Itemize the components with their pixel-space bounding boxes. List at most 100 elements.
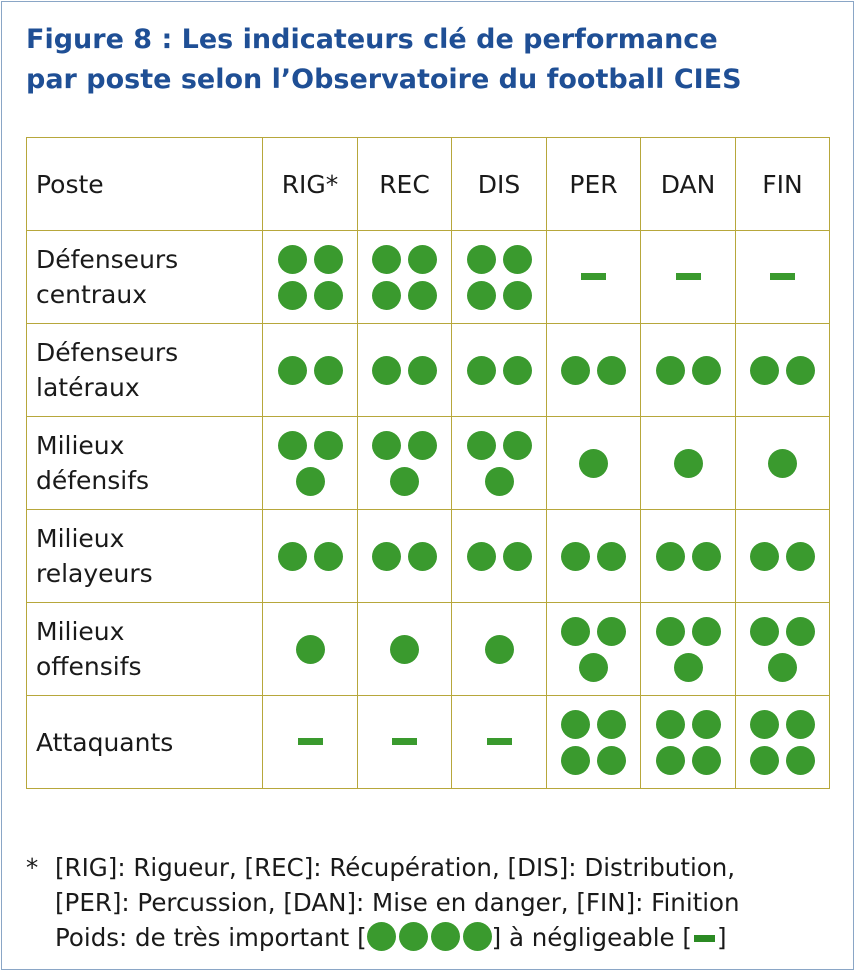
rating-dot-icon	[597, 541, 626, 571]
rating-cell-fin	[735, 602, 830, 696]
poste-label-line2: relayeurs	[36, 559, 153, 588]
rating-dot-icon	[768, 652, 797, 682]
table-row: Milieux relayeurs	[26, 509, 830, 603]
rating-dots	[277, 355, 343, 385]
rating-cell-dan	[640, 602, 736, 696]
rating-cell-dis	[451, 602, 547, 696]
rating-dot-icon	[466, 541, 496, 571]
rating-dot-icon	[691, 355, 721, 385]
figure-title-line1: Figure 8 : Les indicateurs clé de perfor…	[26, 24, 718, 55]
rating-cell-rec	[357, 602, 452, 696]
rating-dots	[655, 355, 721, 385]
rating-cell-fin	[735, 509, 830, 603]
table-row: Défenseurs centraux	[26, 230, 830, 324]
figure-title: Figure 8 : Les indicateurs clé de perfor…	[26, 20, 836, 100]
poste-label-line2: défensifs	[36, 466, 150, 495]
rating-cell-per	[546, 230, 641, 324]
rating-dots	[277, 541, 343, 571]
table-row: Milieux défensifs	[26, 416, 830, 510]
rating-dot-icon	[408, 280, 437, 310]
rating-cell-dan	[640, 416, 736, 510]
rating-dot-icon	[691, 745, 721, 775]
footnote: * [RIG]: Rigueur, [REC]: Récupération, […	[26, 850, 826, 955]
rating-dot-icon	[768, 448, 797, 478]
rating-dot-icon	[277, 430, 307, 460]
rating-dot-icon	[691, 616, 721, 646]
footnote-line2: [PER]: Percussion, [DAN]: Mise en danger…	[55, 888, 740, 917]
rating-dot-icon	[561, 616, 590, 646]
rating-dot-icon	[750, 745, 779, 775]
negligible-dash-icon	[297, 738, 323, 746]
rating-dot-icon	[277, 355, 307, 385]
rating-dot-icon	[372, 280, 401, 310]
legend-suffix: ]	[716, 923, 727, 952]
poste-label-line1: Milieux	[36, 524, 125, 553]
rating-dots	[466, 355, 532, 385]
rating-dot-icon	[691, 541, 721, 571]
rating-cell-per	[546, 509, 641, 603]
rating-dots	[372, 541, 438, 571]
rating-cell-rig	[262, 230, 358, 324]
rating-dot-icon	[561, 709, 590, 739]
rating-dot-icon	[390, 466, 419, 496]
rating-dot-icon	[786, 709, 815, 739]
rating-dot-icon	[502, 430, 532, 460]
rating-cell-dis	[451, 323, 547, 417]
rating-dot-icon	[372, 244, 401, 274]
poste-cell: Milieux relayeurs	[26, 509, 263, 603]
rating-dot-icon	[408, 430, 437, 460]
table-row: Milieux offensifs	[26, 602, 830, 696]
rating-dot-icon	[502, 355, 532, 385]
rating-dot-icon	[786, 541, 815, 571]
rating-dots	[484, 634, 514, 664]
rating-dots	[655, 616, 721, 682]
rating-cell-rec	[357, 695, 452, 789]
rating-cell-dis	[451, 695, 547, 789]
rating-dot-icon	[372, 430, 401, 460]
rating-dots	[372, 244, 438, 310]
rating-cell-dis	[451, 416, 547, 510]
negligible-dash-icon	[581, 273, 606, 281]
rating-dot-icon	[561, 745, 590, 775]
poste-cell: Défenseurs centraux	[26, 230, 263, 324]
header-dan: DAN	[640, 137, 736, 231]
rating-dots	[750, 355, 816, 385]
rating-dot-icon	[750, 616, 779, 646]
rating-dot-icon	[597, 355, 626, 385]
rating-dot-icon	[673, 448, 703, 478]
negligible-dash-icon	[392, 738, 417, 746]
rating-dots	[390, 634, 419, 664]
rating-dot-icon	[502, 541, 532, 571]
rating-cell-fin	[735, 230, 830, 324]
rating-cell-dan	[640, 695, 736, 789]
rating-dots	[750, 541, 816, 571]
rating-dot-icon	[372, 541, 401, 571]
rating-cell-rec	[357, 323, 452, 417]
rating-dots	[466, 541, 532, 571]
rating-dot-icon	[466, 244, 496, 274]
header-rig: RIG*	[262, 137, 358, 231]
poste-label-line1: Milieux	[36, 617, 125, 646]
header-per: PER	[546, 137, 641, 231]
rating-dots	[768, 448, 797, 478]
rating-dot-icon	[466, 355, 496, 385]
poste-cell: Défenseurs latéraux	[26, 323, 263, 417]
rating-dot-icon	[466, 280, 496, 310]
rating-dots	[277, 244, 343, 310]
rating-dot-icon	[750, 709, 779, 739]
rating-dot-icon	[466, 430, 496, 460]
rating-dot-icon	[655, 541, 685, 571]
poste-cell: Attaquants	[26, 695, 263, 789]
rating-dot-icon	[372, 355, 401, 385]
rating-cell-rig	[262, 602, 358, 696]
rating-dot-icon	[295, 634, 325, 664]
rating-dots	[579, 448, 608, 478]
rating-dots	[561, 541, 627, 571]
rating-dots	[372, 355, 438, 385]
rating-dot-icon	[484, 634, 514, 664]
rating-dot-icon	[655, 355, 685, 385]
poste-label-line2: latéraux	[36, 373, 140, 402]
negligible-dash-icon	[486, 738, 512, 746]
rating-dot-icon	[313, 244, 343, 274]
rating-dot-icon	[277, 280, 307, 310]
